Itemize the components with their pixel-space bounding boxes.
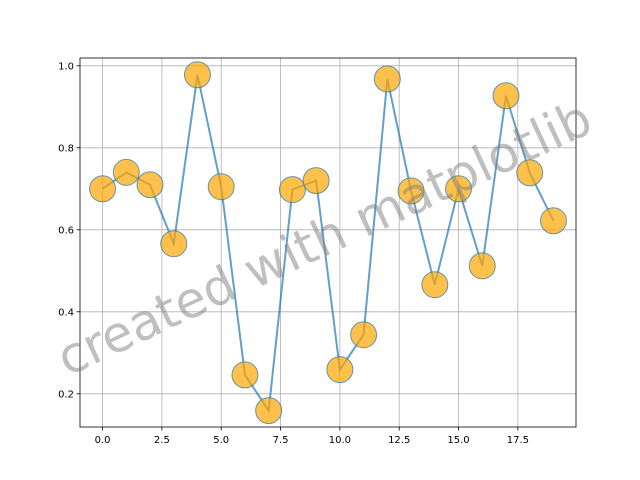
x-tick-label: 15.0 xyxy=(447,435,469,446)
y-tick-label: 0.4 xyxy=(58,307,74,318)
point xyxy=(89,175,117,203)
x-tick-label: 17.5 xyxy=(507,435,529,446)
x-tick-label: 0.0 xyxy=(95,435,111,446)
point xyxy=(231,361,259,389)
y-tick-label: 0.2 xyxy=(58,389,74,400)
point xyxy=(278,176,306,204)
point xyxy=(421,271,449,299)
point xyxy=(160,230,188,258)
point xyxy=(302,167,330,195)
x-tick-label: 10.0 xyxy=(329,435,351,446)
x-tick-label: 7.5 xyxy=(273,435,289,446)
point xyxy=(539,207,567,235)
point xyxy=(397,177,425,205)
point xyxy=(136,171,164,199)
x-tick-label: 2.5 xyxy=(154,435,170,446)
plot-frame xyxy=(79,57,577,428)
point xyxy=(516,159,544,187)
point xyxy=(373,65,401,93)
point xyxy=(492,82,520,110)
y-tick-label: 0.8 xyxy=(58,143,74,154)
point xyxy=(255,397,283,425)
point xyxy=(207,173,235,201)
y-tick-label: 1.0 xyxy=(58,61,74,72)
point xyxy=(445,175,473,203)
point xyxy=(326,356,354,384)
x-tick-label: 5.0 xyxy=(213,435,229,446)
point xyxy=(183,61,211,89)
point xyxy=(468,252,496,280)
point xyxy=(112,158,140,186)
point xyxy=(350,321,378,349)
y-tick-label: 0.6 xyxy=(58,225,74,236)
x-tick-label: 12.5 xyxy=(388,435,410,446)
